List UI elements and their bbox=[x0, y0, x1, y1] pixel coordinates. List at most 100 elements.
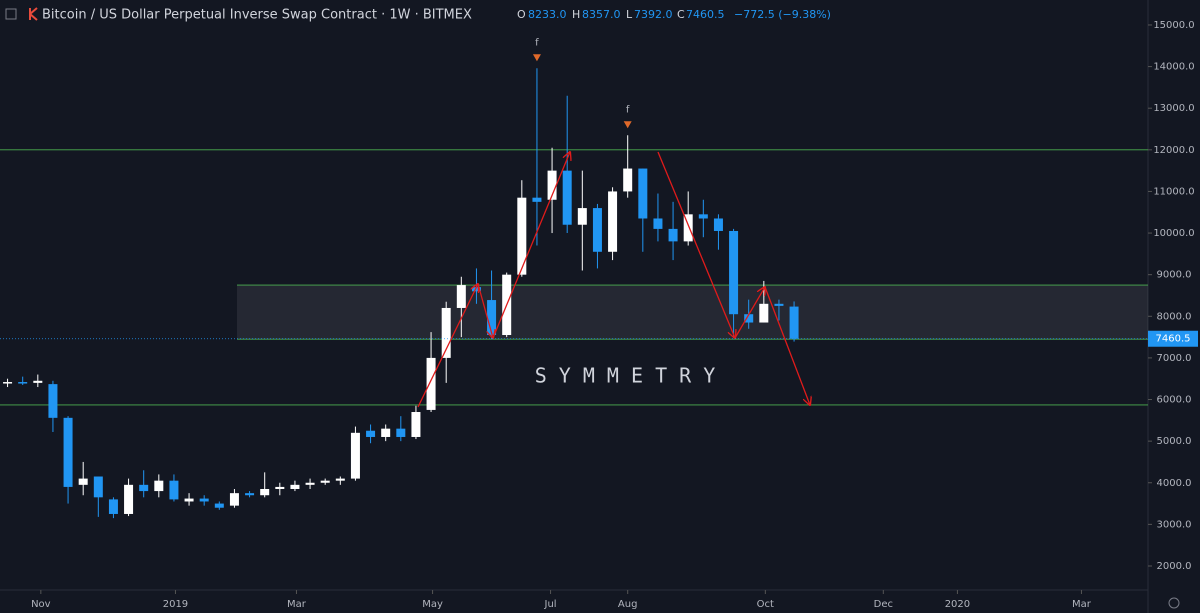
zone bbox=[237, 285, 1148, 340]
candle-body bbox=[713, 218, 723, 231]
x-tick-label: Aug bbox=[618, 599, 638, 610]
candle-body bbox=[320, 480, 330, 483]
drawn-arrows bbox=[417, 152, 810, 408]
candle-body bbox=[789, 306, 799, 339]
candle-body bbox=[199, 498, 209, 502]
y-tick-label: 6000.0 bbox=[1157, 395, 1192, 406]
candle-body bbox=[396, 428, 406, 437]
arrow bbox=[764, 286, 810, 405]
symbol-title[interactable]: Bitcoin / US Dollar Perpetual Inverse Sw… bbox=[42, 8, 472, 23]
last-price-label: 7460.5 bbox=[1156, 334, 1191, 345]
candle-body bbox=[275, 486, 285, 489]
x-tick-label: Dec bbox=[874, 599, 893, 610]
candle-body bbox=[426, 357, 436, 410]
candle-body bbox=[93, 476, 103, 498]
candle-body bbox=[774, 303, 784, 306]
candle-body bbox=[668, 228, 678, 242]
header: Bitcoin / US Dollar Perpetual Inverse Sw… bbox=[5, 7, 831, 23]
candle-body bbox=[78, 478, 88, 485]
candle-body bbox=[63, 417, 73, 487]
arrow bbox=[477, 283, 493, 338]
candle-body bbox=[623, 168, 633, 192]
arrow bbox=[734, 287, 765, 339]
y-tick-label: 15000.0 bbox=[1153, 20, 1194, 31]
ohlc-value: 7392.0 bbox=[634, 8, 673, 21]
candle-body bbox=[381, 428, 391, 437]
candle-body bbox=[154, 480, 164, 492]
plot-area: ff bbox=[0, 37, 1148, 519]
candle-body bbox=[698, 214, 708, 219]
x-tick-label: Jul bbox=[544, 599, 557, 610]
marker-triangle bbox=[623, 121, 632, 129]
ohlc-label: C bbox=[677, 8, 685, 21]
candle-body bbox=[683, 214, 693, 242]
y-tick-label: 4000.0 bbox=[1157, 478, 1192, 489]
candle-body bbox=[411, 412, 421, 437]
candle-body bbox=[350, 432, 360, 479]
bitmex-icon bbox=[29, 7, 38, 21]
arrow bbox=[417, 284, 478, 408]
candle-body bbox=[608, 191, 618, 252]
candle-body bbox=[108, 499, 118, 514]
y-tick-label: 13000.0 bbox=[1153, 103, 1194, 114]
candle-body bbox=[169, 480, 179, 500]
candle-body bbox=[33, 380, 43, 383]
ohlc-label: O bbox=[517, 8, 526, 21]
candle-body bbox=[744, 314, 754, 323]
x-tick-label: Mar bbox=[287, 599, 307, 610]
y-tick-label: 12000.0 bbox=[1153, 145, 1194, 156]
candle-body bbox=[290, 484, 300, 489]
ohlc-label: H bbox=[572, 8, 580, 21]
x-tick-label: 2019 bbox=[163, 599, 188, 610]
candle-body bbox=[139, 484, 149, 492]
candle-body bbox=[184, 498, 194, 502]
ohlc-value: 8233.0 bbox=[528, 8, 567, 21]
candle-body bbox=[577, 208, 587, 225]
candle-body bbox=[456, 285, 466, 308]
change: −772.5 (−9.38%) bbox=[734, 8, 831, 21]
candle-body bbox=[305, 482, 315, 485]
candle-body bbox=[729, 230, 739, 315]
x-tick-label: Nov bbox=[31, 599, 51, 610]
candle-body bbox=[653, 218, 663, 229]
annotation: S Y M M E T R Y bbox=[535, 364, 716, 388]
y-tick-label: 9000.0 bbox=[1157, 270, 1192, 281]
candle-body bbox=[441, 307, 451, 358]
y-tick-label: 14000.0 bbox=[1153, 62, 1194, 73]
candle-body bbox=[18, 382, 28, 384]
candle-body bbox=[759, 303, 769, 323]
y-tick-label: 11000.0 bbox=[1153, 186, 1194, 197]
y-tick-label: 5000.0 bbox=[1157, 436, 1192, 447]
candle-body bbox=[245, 493, 255, 496]
settings-icon[interactable] bbox=[1168, 597, 1180, 609]
expand-icon[interactable] bbox=[5, 8, 17, 20]
x-tick-label: 2020 bbox=[945, 599, 970, 610]
candle-body bbox=[487, 300, 497, 336]
y-tick-label: 3000.0 bbox=[1157, 519, 1192, 530]
y-tick-label: 8000.0 bbox=[1157, 311, 1192, 322]
y-tick-label: 7000.0 bbox=[1157, 353, 1192, 364]
marker-triangle bbox=[532, 54, 541, 62]
arrow bbox=[492, 152, 570, 339]
x-tick-label: Oct bbox=[757, 599, 774, 610]
candle-body bbox=[124, 484, 134, 514]
marker-label: f bbox=[535, 37, 539, 48]
candle-body bbox=[48, 384, 58, 418]
candle-body bbox=[592, 208, 602, 252]
candle-body bbox=[562, 170, 572, 225]
candle-body bbox=[517, 197, 527, 275]
ohlc-value: 8357.0 bbox=[582, 8, 621, 21]
candle-body bbox=[547, 170, 557, 200]
y-tick-label: 10000.0 bbox=[1153, 228, 1194, 239]
ohlc-value: 7460.5 bbox=[686, 8, 725, 21]
candle-body bbox=[214, 503, 224, 508]
candle-body bbox=[3, 382, 13, 384]
marker-label: f bbox=[626, 104, 630, 115]
candle-body bbox=[260, 488, 270, 496]
candle-body bbox=[638, 168, 648, 219]
candle-body bbox=[366, 430, 376, 437]
x-tick-label: Mar bbox=[1072, 599, 1092, 610]
x-tick-label: May bbox=[422, 599, 443, 610]
